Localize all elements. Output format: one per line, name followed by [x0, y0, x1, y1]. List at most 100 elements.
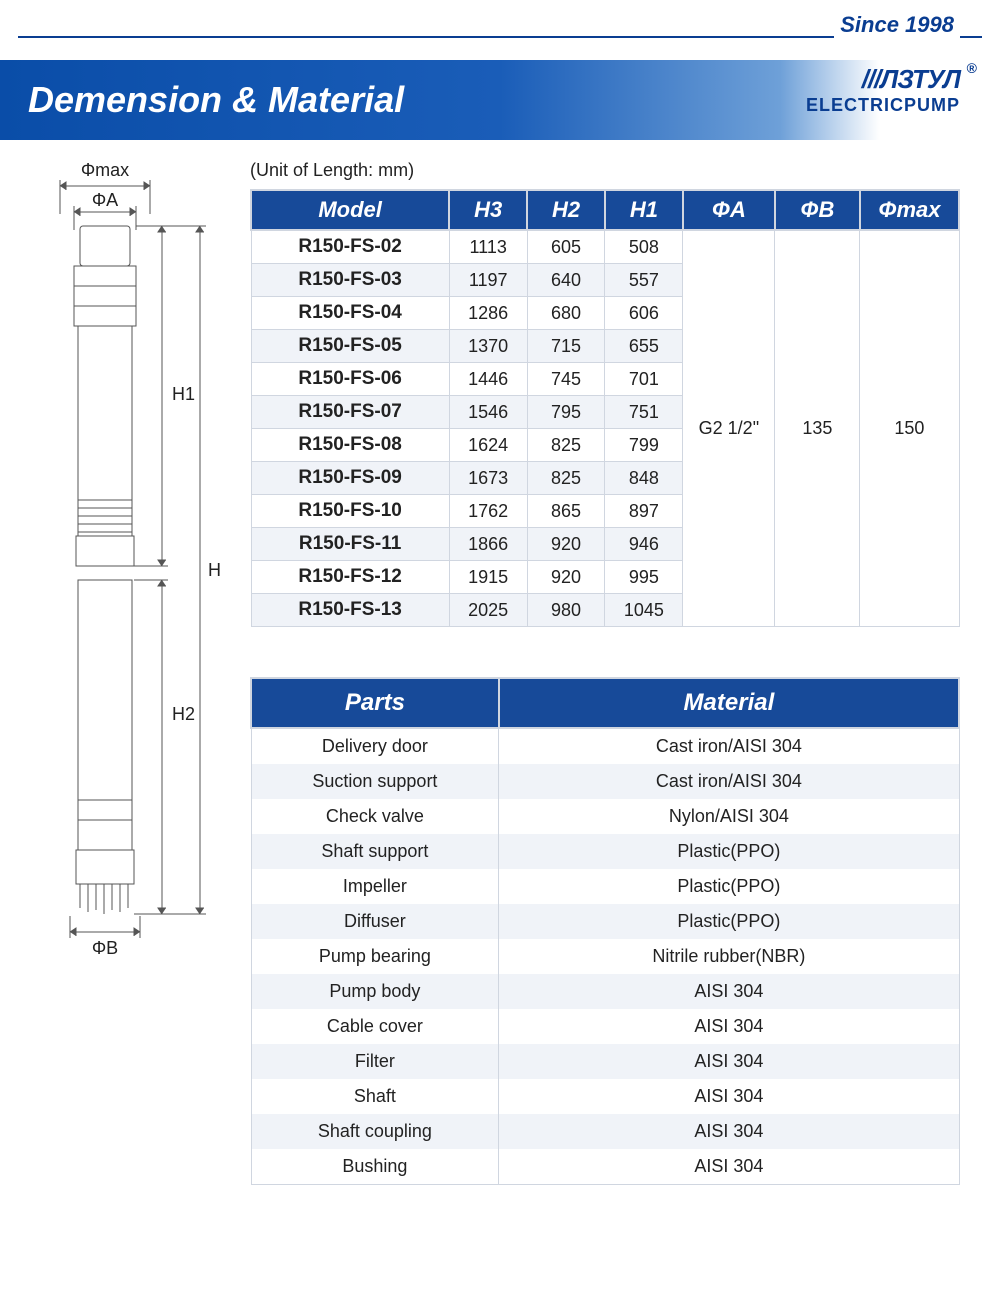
cell-h2: 980 — [527, 594, 605, 627]
cell-part: Shaft — [251, 1079, 499, 1114]
cell-part: Impeller — [251, 869, 499, 904]
cell-h1: 701 — [605, 363, 683, 396]
cell-model: R150-FS-02 — [251, 230, 449, 264]
table-row: ImpellerPlastic(PPO) — [251, 869, 959, 904]
col-model: Model — [251, 190, 449, 230]
cell-h1: 557 — [605, 264, 683, 297]
label-h1: H1 — [172, 384, 195, 404]
tables-column: (Unit of Length: mm) Model H3 H2 H1 ΦA Φ… — [250, 160, 960, 1185]
table-row: FilterAISI 304 — [251, 1044, 959, 1079]
cell-h2: 795 — [527, 396, 605, 429]
table-row: DiffuserPlastic(PPO) — [251, 904, 959, 939]
table-row: Cable coverAISI 304 — [251, 1009, 959, 1044]
table-row: Shaft couplingAISI 304 — [251, 1114, 959, 1149]
cell-phia: G2 1/2" — [683, 230, 775, 627]
cell-material: AISI 304 — [499, 1079, 959, 1114]
cell-material: AISI 304 — [499, 974, 959, 1009]
cell-h3: 1762 — [449, 495, 527, 528]
col-phib: ΦB — [775, 190, 860, 230]
cell-part: Shaft support — [251, 834, 499, 869]
cell-h3: 1370 — [449, 330, 527, 363]
col-parts: Parts — [251, 678, 499, 728]
label-h3: H3 — [208, 560, 220, 580]
cell-material: Plastic(PPO) — [499, 834, 959, 869]
brand-logo-text: ///ЛЗТУЛ — [862, 64, 960, 94]
cell-h2: 865 — [527, 495, 605, 528]
table-row: Shaft supportPlastic(PPO) — [251, 834, 959, 869]
cell-part: Filter — [251, 1044, 499, 1079]
cell-model: R150-FS-05 — [251, 330, 449, 363]
brand-subtitle: ELECTRICPUMP — [806, 95, 960, 116]
cell-material: Cast iron/AISI 304 — [499, 728, 959, 764]
col-h3: H3 — [449, 190, 527, 230]
pump-diagram: Φmax ΦA H1 H2 H3 ΦB — [40, 160, 220, 990]
cell-h1: 655 — [605, 330, 683, 363]
cell-h2: 825 — [527, 462, 605, 495]
cell-model: R150-FS-09 — [251, 462, 449, 495]
col-h2: H2 — [527, 190, 605, 230]
cell-h3: 1866 — [449, 528, 527, 561]
cell-phimax: 150 — [860, 230, 959, 627]
table-row: BushingAISI 304 — [251, 1149, 959, 1185]
table-row: ShaftAISI 304 — [251, 1079, 959, 1114]
cell-h3: 1446 — [449, 363, 527, 396]
table-row: Pump bearingNitrile rubber(NBR) — [251, 939, 959, 974]
cell-part: Diffuser — [251, 904, 499, 939]
cell-h3: 1624 — [449, 429, 527, 462]
cell-h1: 606 — [605, 297, 683, 330]
cell-material: Nitrile rubber(NBR) — [499, 939, 959, 974]
cell-model: R150-FS-13 — [251, 594, 449, 627]
label-phimax: Φmax — [81, 160, 129, 180]
cell-h2: 920 — [527, 528, 605, 561]
cell-material: AISI 304 — [499, 1149, 959, 1185]
cell-h2: 640 — [527, 264, 605, 297]
cell-material: AISI 304 — [499, 1044, 959, 1079]
col-phia: ΦA — [683, 190, 775, 230]
cell-h1: 848 — [605, 462, 683, 495]
cell-h1: 897 — [605, 495, 683, 528]
cell-model: R150-FS-10 — [251, 495, 449, 528]
dimension-table: Model H3 H2 H1 ΦA ΦB Φmax R150-FS-021113… — [250, 189, 960, 627]
cell-model: R150-FS-11 — [251, 528, 449, 561]
unit-note: (Unit of Length: mm) — [250, 160, 960, 181]
cell-part: Check valve — [251, 799, 499, 834]
cell-h3: 1915 — [449, 561, 527, 594]
cell-h3: 1673 — [449, 462, 527, 495]
cell-h1: 508 — [605, 230, 683, 264]
cell-material: Plastic(PPO) — [499, 869, 959, 904]
cell-h1: 751 — [605, 396, 683, 429]
table-row: R150-FS-021113605508G2 1/2"135150 — [251, 230, 959, 264]
cell-material: AISI 304 — [499, 1009, 959, 1044]
col-phimax: Φmax — [860, 190, 959, 230]
cell-phib: 135 — [775, 230, 860, 627]
cell-h2: 745 — [527, 363, 605, 396]
cell-h3: 1197 — [449, 264, 527, 297]
col-material: Material — [499, 678, 959, 728]
table-header-row: Parts Material — [251, 678, 959, 728]
cell-part: Delivery door — [251, 728, 499, 764]
cell-model: R150-FS-03 — [251, 264, 449, 297]
cell-model: R150-FS-06 — [251, 363, 449, 396]
label-h2: H2 — [172, 704, 195, 724]
cell-part: Shaft coupling — [251, 1114, 499, 1149]
brand-logo: ///ЛЗТУЛ ® — [806, 64, 960, 95]
cell-h2: 825 — [527, 429, 605, 462]
cell-model: R150-FS-12 — [251, 561, 449, 594]
cell-part: Pump bearing — [251, 939, 499, 974]
cell-h2: 715 — [527, 330, 605, 363]
cell-h1: 995 — [605, 561, 683, 594]
material-table: Parts Material Delivery doorCast iron/AI… — [250, 677, 960, 1185]
cell-h3: 1113 — [449, 230, 527, 264]
label-phib: ΦB — [92, 938, 118, 958]
cell-h3: 2025 — [449, 594, 527, 627]
cell-h2: 605 — [527, 230, 605, 264]
table-row: Check valveNylon/AISI 304 — [251, 799, 959, 834]
table-row: Delivery doorCast iron/AISI 304 — [251, 728, 959, 764]
cell-material: Nylon/AISI 304 — [499, 799, 959, 834]
page-title: Demension & Material — [28, 79, 404, 121]
cell-h1: 799 — [605, 429, 683, 462]
cell-h3: 1546 — [449, 396, 527, 429]
cell-model: R150-FS-04 — [251, 297, 449, 330]
cell-part: Cable cover — [251, 1009, 499, 1044]
cell-h1: 946 — [605, 528, 683, 561]
